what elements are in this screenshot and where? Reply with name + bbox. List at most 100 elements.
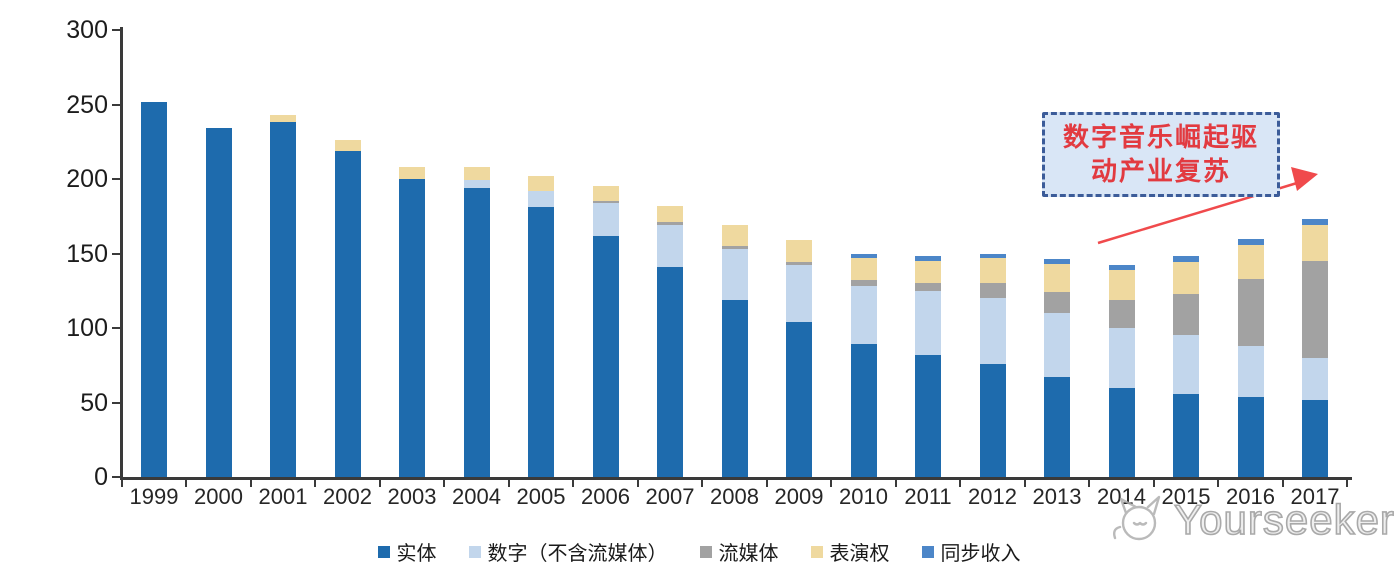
bar-segment-1999	[141, 101, 167, 477]
bar-segment-2005	[528, 207, 554, 477]
x-axis-tick	[314, 480, 317, 487]
annotation-callout: 数字音乐崛起驱 动产业复苏	[1042, 112, 1280, 197]
legend-item: 流媒体	[699, 537, 779, 566]
bar-segment-2016	[1237, 238, 1264, 245]
bar-segment-2010	[850, 257, 877, 281]
x-axis-label: 2005	[516, 484, 566, 509]
x-axis-tick	[1346, 480, 1349, 487]
watermark: Yourseeker	[1108, 494, 1395, 546]
bar-segment-2009	[786, 240, 812, 263]
bar-segment-2015	[1173, 335, 1199, 394]
x-axis-label: 2011	[904, 484, 952, 509]
bar-segment-2015	[1173, 256, 1199, 263]
y-axis-tick	[112, 327, 120, 329]
bar-segment-2017	[1302, 399, 1328, 477]
bar-segment-2007	[657, 225, 683, 267]
y-axis-label: 150	[66, 239, 108, 268]
x-axis-label: 2016	[1226, 484, 1275, 509]
bar-segment-2017	[1302, 225, 1328, 261]
bar-segment-2016	[1237, 396, 1264, 477]
legend-swatch-icon	[810, 545, 823, 558]
bar-segment-2001	[270, 122, 296, 477]
bar-segment-2010	[850, 286, 877, 345]
bar-segment-2006	[592, 186, 619, 202]
y-axis-line	[120, 27, 123, 480]
x-axis-label: 2003	[387, 484, 437, 509]
bar-segment-2013	[1044, 263, 1070, 293]
legend-swatch-icon	[377, 545, 390, 558]
x-axis-tick	[830, 480, 833, 487]
x-axis-tick	[120, 480, 123, 487]
x-axis-label: 2007	[645, 484, 695, 509]
bar-segment-2012	[979, 298, 1006, 364]
bar-segment-2015	[1173, 262, 1199, 294]
bar-segment-2012	[979, 253, 1006, 258]
x-axis-label: 2002	[323, 484, 372, 509]
x-axis-tick	[1088, 480, 1091, 487]
watermark-text: Yourseeker	[1173, 495, 1395, 544]
bar-segment-2004	[463, 187, 490, 477]
x-axis-label: 2014	[1097, 484, 1146, 509]
bar-segment-2011	[915, 354, 941, 477]
x-axis-tick	[701, 480, 704, 487]
bar-segment-2008	[721, 249, 748, 300]
legend-label: 表演权	[829, 543, 890, 565]
x-axis-tick	[959, 480, 962, 487]
annotation-line2: 动产业复苏	[1090, 156, 1231, 186]
x-axis-label: 2013	[1032, 484, 1082, 509]
bar-segment-2005	[528, 190, 554, 208]
bar-segment-2008	[721, 299, 748, 477]
bar-segment-2001	[270, 114, 296, 123]
x-axis-tick	[1023, 480, 1026, 487]
bar-segment-2017	[1302, 357, 1328, 400]
legend-swatch-icon	[699, 545, 712, 558]
legend-label: 数字（不含流媒体）	[487, 543, 668, 565]
bar-segment-2016	[1237, 278, 1264, 346]
x-axis-tick	[185, 480, 188, 487]
bar-segment-2003	[399, 167, 425, 179]
x-axis-tick	[1152, 480, 1155, 487]
legend-swatch-icon	[468, 545, 481, 558]
x-axis-label: 2012	[968, 484, 1017, 509]
bar-segment-2010	[850, 280, 877, 287]
x-axis-tick	[443, 480, 446, 487]
bar-segment-2002	[334, 140, 361, 151]
bar-segment-2006	[592, 235, 619, 477]
x-axis-tick	[894, 480, 897, 487]
x-axis-tick	[636, 480, 639, 487]
y-axis-label: 200	[66, 165, 108, 193]
bar-segment-2006	[592, 202, 619, 236]
x-axis-label: 2006	[581, 484, 630, 509]
bar-segment-2013	[1044, 313, 1070, 378]
y-axis-tick	[112, 401, 120, 404]
bar-segment-2009	[786, 265, 812, 323]
bar-segment-2010	[850, 253, 877, 258]
bar-segment-2012	[979, 283, 1006, 299]
bar-segment-2010	[850, 344, 877, 477]
x-axis-label: 2009	[774, 484, 824, 509]
legend-label: 流媒体	[718, 543, 779, 565]
bar-segment-2008	[721, 225, 748, 247]
legend-swatch-icon	[921, 545, 934, 558]
legend-label: 同步收入	[940, 543, 1021, 565]
bar-segment-2012	[979, 257, 1006, 284]
x-axis-label: 2015	[1161, 484, 1211, 509]
x-axis-label: 2004	[452, 484, 501, 509]
x-axis-tick	[765, 480, 768, 487]
bar-segment-2013	[1044, 259, 1070, 264]
x-axis-tick	[1281, 480, 1284, 487]
x-axis-label: 1999	[129, 484, 179, 509]
x-axis-tick	[1217, 480, 1220, 487]
y-axis-label: 300	[66, 16, 108, 44]
bar-segment-2015	[1173, 393, 1199, 477]
y-axis-tick	[112, 178, 120, 180]
y-axis-tick	[112, 476, 120, 478]
bar-segment-2014	[1108, 328, 1135, 388]
y-axis-label: 50	[80, 388, 108, 417]
bar-segment-2004	[463, 167, 490, 181]
y-axis-label: 0	[94, 463, 108, 491]
bar-segment-2009	[786, 322, 812, 477]
chart-legend: 实体 数字（不含流媒体） 流媒体 表演权 同步收入	[0, 537, 1398, 566]
legend-item: 表演权	[810, 537, 890, 566]
bar-segment-2016	[1237, 244, 1264, 279]
